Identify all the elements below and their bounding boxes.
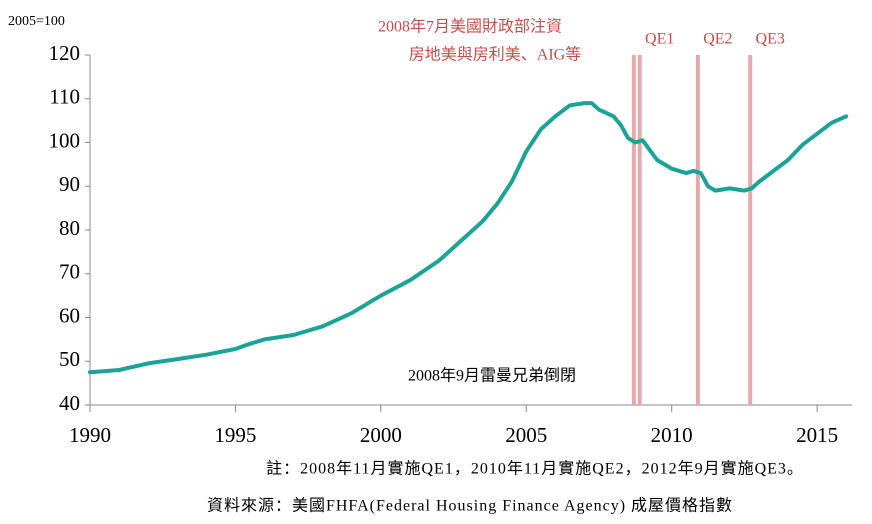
- x-tick-label: 1995: [214, 423, 256, 447]
- y-axis-unit: 2005=100: [8, 14, 65, 29]
- annotation: 房地美與房利美、AIG等: [409, 46, 581, 64]
- event-label: QE2: [703, 31, 732, 48]
- y-tick-label: 50: [59, 347, 80, 371]
- event-label: QE3: [756, 31, 785, 48]
- x-tick-label: 1990: [69, 423, 111, 447]
- y-tick-label: 70: [59, 260, 80, 284]
- source: 資料來源：美國FHFA(Federal Housing Finance Agen…: [207, 497, 733, 515]
- y-tick-label: 110: [49, 85, 80, 109]
- annotation: 2008年9月雷曼兄弟倒閉: [408, 367, 576, 385]
- y-tick-label: 60: [59, 303, 80, 327]
- y-tick-label: 40: [59, 391, 80, 415]
- footnote: 註：2008年11月實施QE1，2010年11月實施QE2，2012年9月實施Q…: [266, 459, 804, 478]
- y-tick-label: 120: [49, 41, 81, 65]
- y-tick-label: 90: [59, 172, 80, 196]
- x-tick-label: 2010: [651, 423, 693, 447]
- event-band: [637, 55, 642, 405]
- line: [88, 101, 849, 375]
- event-label: QE1: [645, 31, 674, 48]
- event-band: [748, 55, 753, 405]
- event-band: [695, 55, 700, 405]
- annotation: 2008年7月美國財政部注資: [378, 18, 562, 36]
- event-band: [631, 55, 636, 405]
- x-tick-label: 2005: [505, 423, 547, 447]
- y-tick-label: 80: [59, 216, 80, 240]
- x-tick-label: 2015: [796, 423, 838, 447]
- x-tick-label: 2000: [360, 423, 402, 447]
- y-tick-label: 100: [49, 128, 81, 152]
